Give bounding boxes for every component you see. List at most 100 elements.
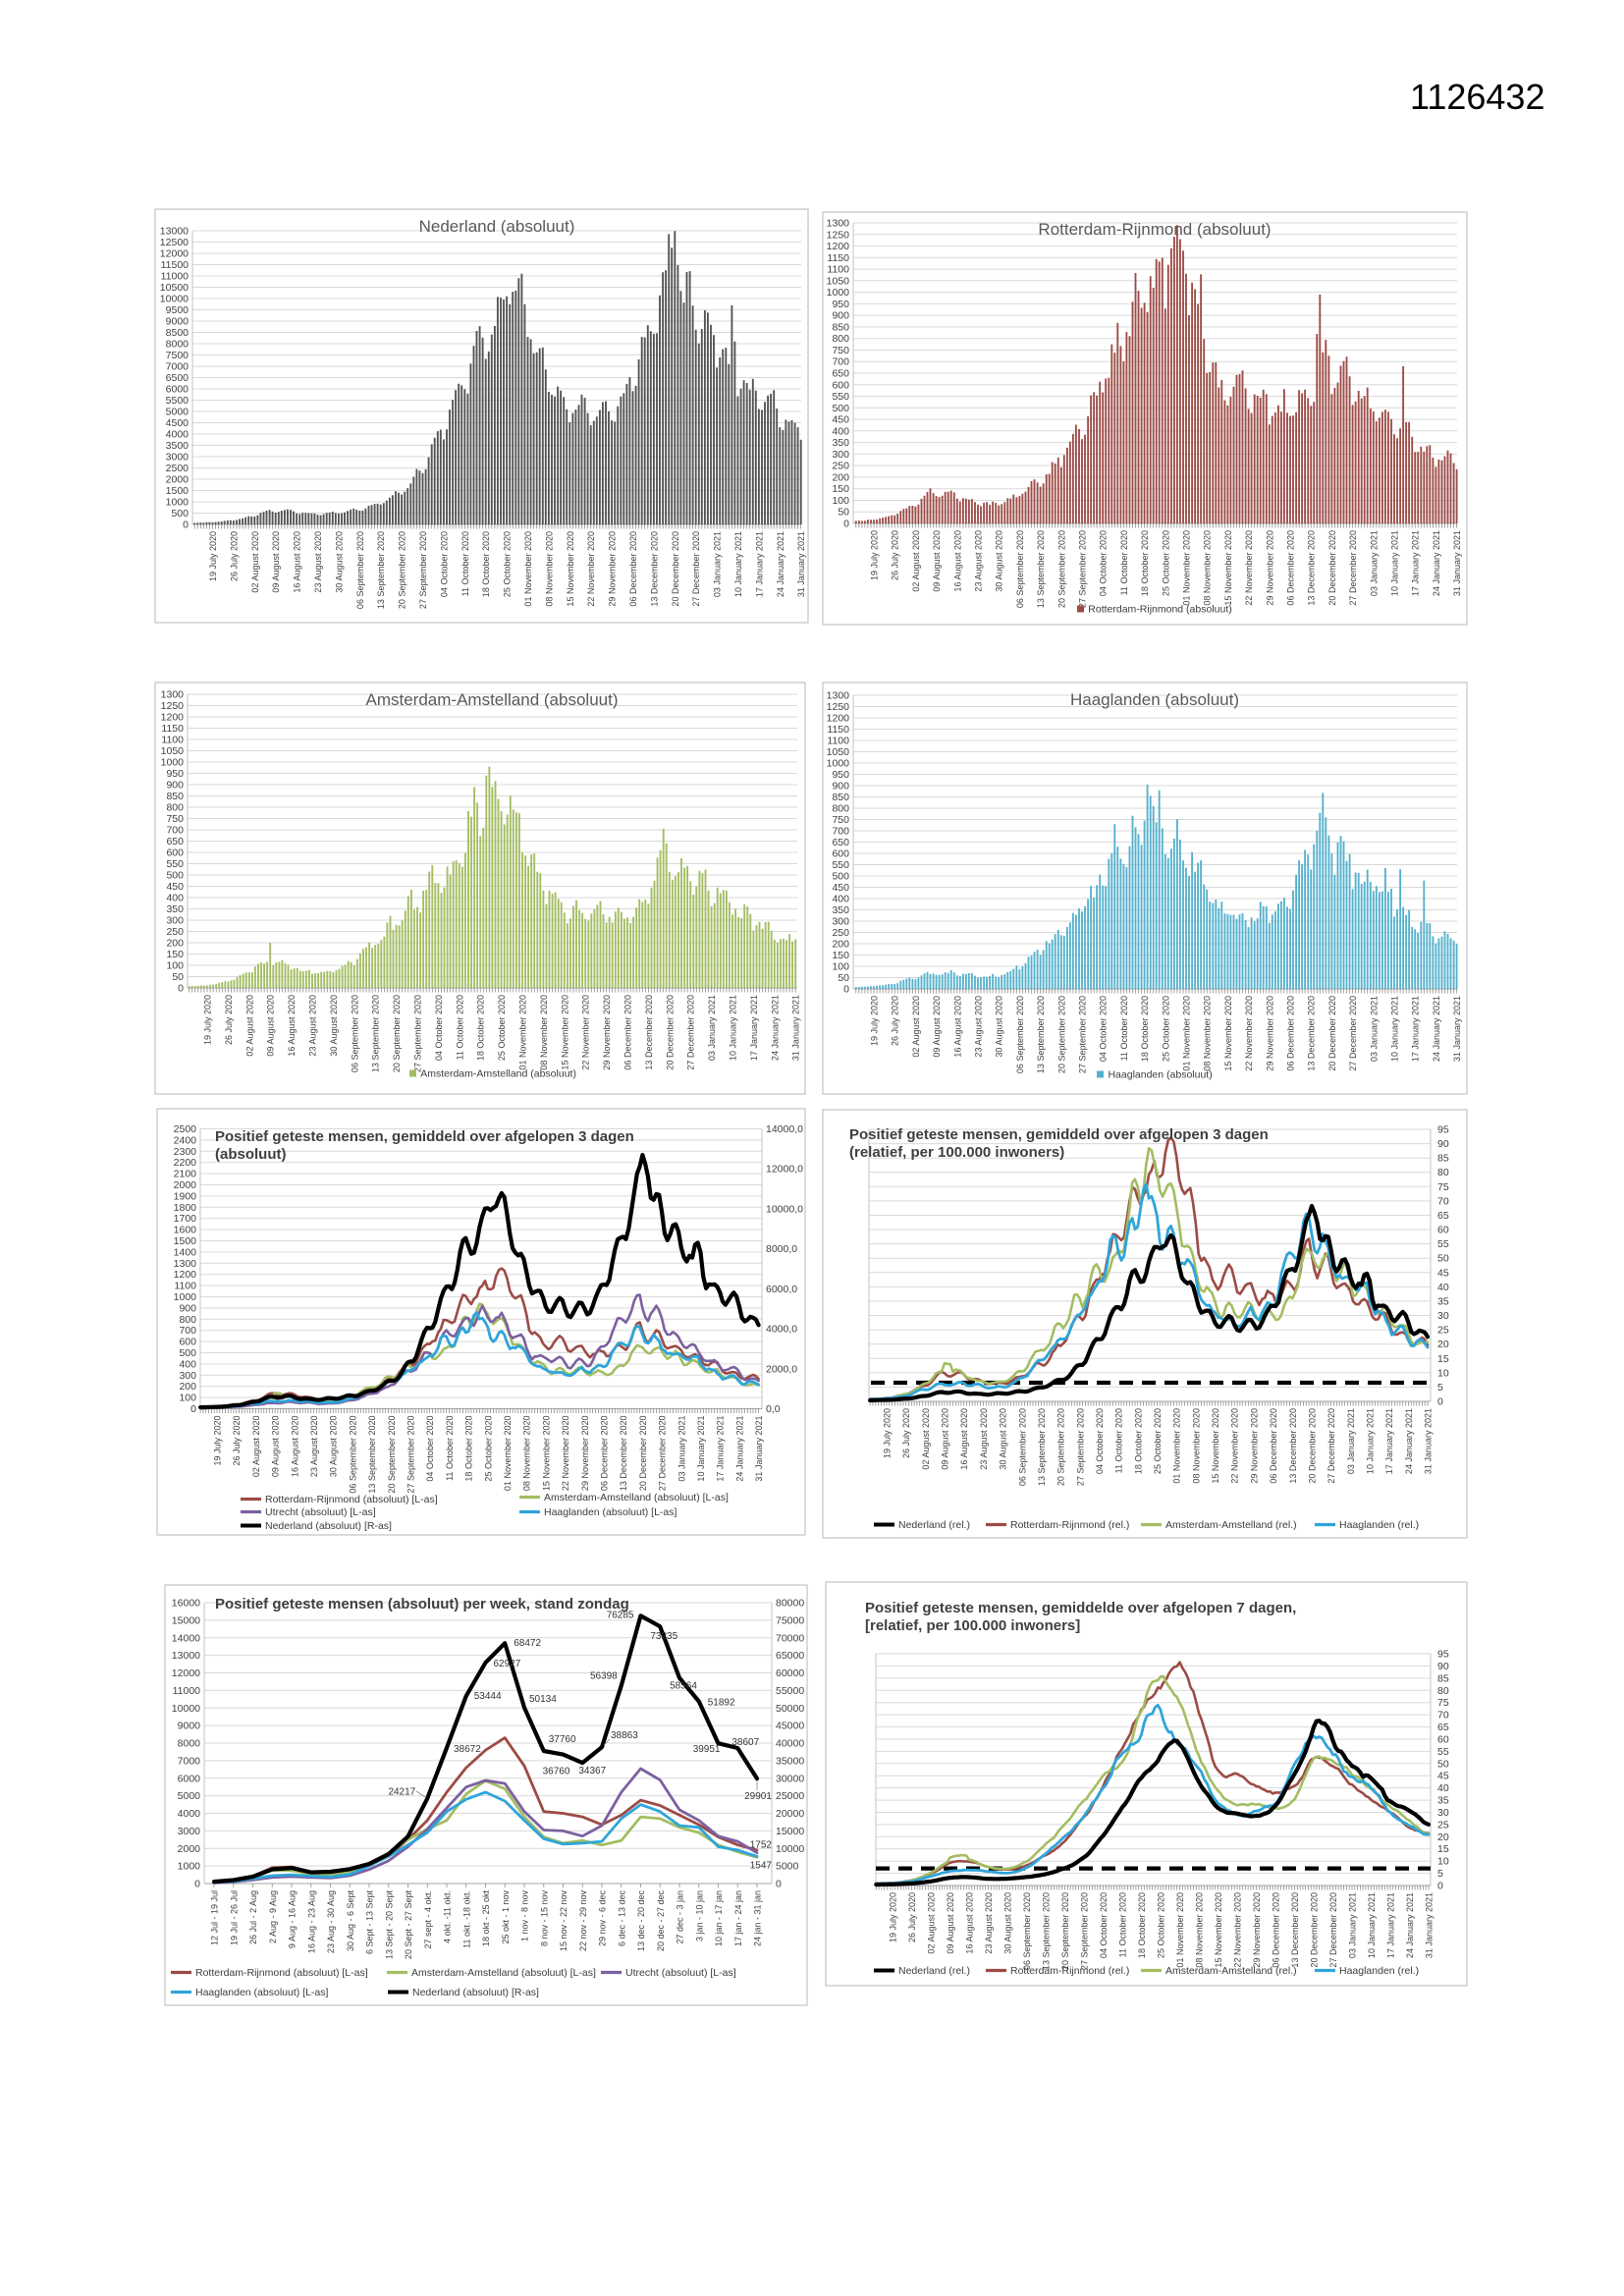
- svg-text:80000: 80000: [776, 1598, 804, 1610]
- svg-text:20 December 2020: 20 December 2020: [1327, 996, 1337, 1071]
- svg-text:24 January 2021: 24 January 2021: [1404, 1408, 1414, 1474]
- svg-text:(absoluut): (absoluut): [215, 1146, 287, 1163]
- svg-text:250: 250: [832, 461, 849, 472]
- svg-text:13 Sept - 20 Sept: 13 Sept - 20 Sept: [384, 1890, 394, 1960]
- svg-text:150: 150: [832, 950, 849, 961]
- svg-text:95: 95: [1437, 1649, 1449, 1661]
- svg-text:550: 550: [832, 391, 849, 403]
- svg-text:10 January 2021: 10 January 2021: [1367, 1892, 1377, 1958]
- svg-text:2500: 2500: [166, 463, 189, 474]
- svg-text:22 nov - 29 nov: 22 nov - 29 nov: [578, 1890, 588, 1952]
- svg-text:20 December 2020: 20 December 2020: [1327, 530, 1337, 606]
- svg-text:12 Jul - 19 Jul: 12 Jul - 19 Jul: [210, 1890, 220, 1945]
- svg-text:1500: 1500: [166, 485, 189, 497]
- svg-text:85: 85: [1437, 1672, 1449, 1684]
- svg-text:1150: 1150: [161, 723, 184, 735]
- svg-text:400: 400: [166, 893, 184, 904]
- svg-text:0: 0: [843, 519, 849, 530]
- svg-text:1300: 1300: [174, 1258, 197, 1270]
- svg-text:25 October 2020: 25 October 2020: [483, 1416, 493, 1482]
- svg-text:29 November 2020: 29 November 2020: [1265, 530, 1274, 606]
- svg-text:1050: 1050: [827, 275, 850, 287]
- svg-text:10000: 10000: [160, 294, 189, 305]
- svg-text:2000: 2000: [166, 474, 189, 486]
- svg-text:1300: 1300: [827, 217, 850, 229]
- svg-text:14000: 14000: [172, 1632, 200, 1644]
- svg-text:20 September 2020: 20 September 2020: [1060, 1892, 1070, 1970]
- svg-text:7000: 7000: [166, 361, 189, 373]
- svg-text:09 August 2020: 09 August 2020: [932, 996, 942, 1058]
- svg-text:27 December 2020: 27 December 2020: [691, 531, 701, 607]
- svg-text:16 August 2020: 16 August 2020: [290, 1416, 299, 1478]
- svg-text:70: 70: [1437, 1710, 1449, 1722]
- svg-text:1700: 1700: [174, 1213, 197, 1225]
- svg-text:9500: 9500: [166, 304, 189, 316]
- svg-text:24 jan - 31 jan: 24 jan - 31 jan: [753, 1890, 763, 1946]
- svg-text:300: 300: [166, 915, 184, 927]
- svg-text:20 September 2020: 20 September 2020: [1056, 1408, 1066, 1486]
- svg-text:25 October 2020: 25 October 2020: [503, 531, 513, 597]
- svg-text:4 okt. -11 okt.: 4 okt. -11 okt.: [443, 1890, 453, 1943]
- svg-text:3000: 3000: [166, 452, 189, 464]
- svg-text:50134: 50134: [529, 1694, 557, 1705]
- svg-text:17 January 2021: 17 January 2021: [749, 995, 759, 1061]
- svg-text:Rotterdam-Rijnmond (rel.): Rotterdam-Rijnmond (rel.): [1010, 1965, 1129, 1977]
- svg-text:16 August 2020: 16 August 2020: [952, 530, 962, 592]
- svg-text:19 July 2020: 19 July 2020: [889, 1892, 898, 1942]
- svg-text:30 August 2020: 30 August 2020: [999, 1408, 1008, 1470]
- svg-text:[relatief, per 100.000 inwoner: [relatief, per 100.000 inwoners]: [865, 1617, 1080, 1634]
- svg-text:27 December 2020: 27 December 2020: [686, 995, 696, 1070]
- svg-text:8 nov - 15 nov: 8 nov - 15 nov: [539, 1890, 549, 1947]
- svg-text:350: 350: [166, 903, 184, 915]
- svg-text:3 jan - 10 jan: 3 jan - 10 jan: [694, 1890, 704, 1941]
- svg-text:600: 600: [832, 379, 849, 391]
- svg-text:27 September 2020: 27 September 2020: [1078, 996, 1088, 1073]
- svg-text:350: 350: [832, 437, 849, 449]
- svg-text:100: 100: [166, 960, 184, 972]
- svg-text:30 August 2020: 30 August 2020: [995, 530, 1004, 592]
- svg-text:70: 70: [1437, 1195, 1449, 1207]
- svg-text:10 January 2021: 10 January 2021: [1390, 996, 1400, 1062]
- svg-text:23 August 2020: 23 August 2020: [313, 531, 323, 593]
- svg-text:800: 800: [179, 1314, 196, 1326]
- svg-text:03 January 2021: 03 January 2021: [1369, 530, 1379, 596]
- svg-text:04 October 2020: 04 October 2020: [1099, 996, 1109, 1062]
- svg-text:10000: 10000: [172, 1703, 200, 1715]
- svg-text:38607: 38607: [731, 1737, 759, 1748]
- svg-text:17 January 2021: 17 January 2021: [1411, 996, 1421, 1062]
- svg-text:1000: 1000: [178, 1861, 201, 1873]
- svg-text:1000: 1000: [827, 287, 850, 299]
- svg-text:50: 50: [838, 507, 849, 519]
- svg-text:27 dec - 3 jan: 27 dec - 3 jan: [676, 1890, 685, 1944]
- svg-text:25 okt - 1 nov: 25 okt - 1 nov: [501, 1890, 511, 1944]
- svg-text:15 November 2020: 15 November 2020: [1223, 530, 1233, 606]
- svg-text:06 September 2020: 06 September 2020: [355, 531, 365, 609]
- svg-text:1547: 1547: [750, 1860, 773, 1871]
- svg-text:15 nov - 22 nov: 15 nov - 22 nov: [559, 1890, 568, 1952]
- svg-text:11 October 2020: 11 October 2020: [455, 995, 464, 1060]
- svg-text:29 November 2020: 29 November 2020: [608, 531, 618, 607]
- svg-text:95: 95: [1437, 1124, 1449, 1136]
- svg-text:55000: 55000: [776, 1685, 804, 1697]
- svg-text:13 September 2020: 13 September 2020: [1036, 530, 1046, 608]
- svg-text:02 August 2020: 02 August 2020: [244, 995, 254, 1057]
- svg-text:2400: 2400: [174, 1134, 197, 1146]
- svg-text:06 September 2020: 06 September 2020: [348, 1416, 357, 1494]
- svg-text:10000: 10000: [776, 1843, 804, 1855]
- svg-text:1752: 1752: [750, 1840, 773, 1851]
- svg-text:700: 700: [832, 826, 849, 838]
- svg-text:15: 15: [1437, 1843, 1449, 1855]
- svg-text:23 August 2020: 23 August 2020: [979, 1408, 989, 1470]
- svg-text:25 October 2020: 25 October 2020: [1161, 996, 1170, 1062]
- svg-text:900: 900: [832, 310, 849, 322]
- svg-text:51892: 51892: [708, 1697, 735, 1708]
- svg-text:31 January 2021: 31 January 2021: [1452, 530, 1462, 596]
- svg-text:6 Sept - 13 Sept: 6 Sept - 13 Sept: [365, 1890, 375, 1955]
- svg-text:22 November 2020: 22 November 2020: [561, 1416, 570, 1492]
- svg-text:300: 300: [832, 916, 849, 928]
- svg-text:5000: 5000: [178, 1790, 201, 1802]
- svg-text:27 December 2020: 27 December 2020: [1326, 1408, 1336, 1484]
- svg-text:8500: 8500: [166, 327, 189, 339]
- svg-text:23 August 2020: 23 August 2020: [974, 996, 984, 1058]
- svg-text:25000: 25000: [776, 1790, 804, 1802]
